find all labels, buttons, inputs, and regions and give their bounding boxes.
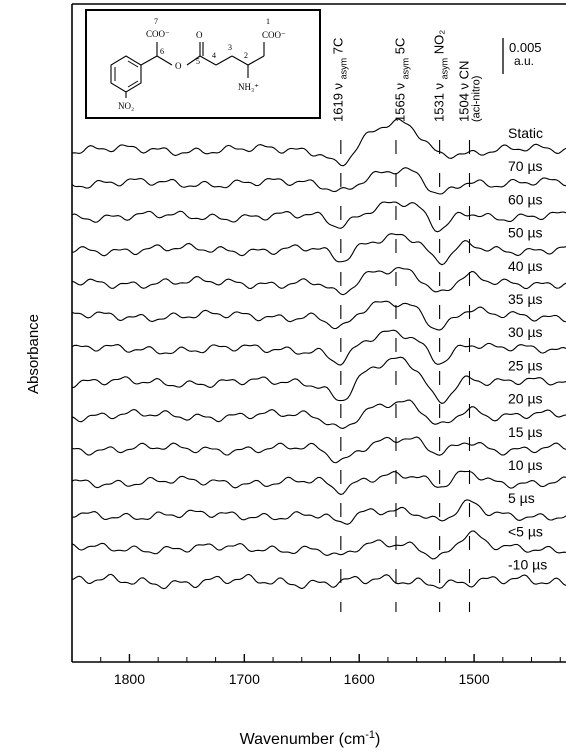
molecule-inset: 7 6 5 4 3 2 1 COO⁻ COO⁻ NO₂ NH₃⁺ O O [85, 9, 321, 119]
band-labels: 1619 ν asym 7C 1565 ν asym 5C 1531 ν asym … [330, 30, 482, 122]
atom-number-5: 5 [196, 57, 200, 66]
scale-bar-value: 0.005 [509, 40, 542, 55]
spectrum-trace [71, 470, 566, 496]
x-axis-ticks: 1800 1700 1600 1500 [100, 654, 561, 687]
x-tick-label: 1800 [114, 671, 145, 687]
x-tick-label: 1500 [459, 671, 490, 687]
trace-label: 60 µs [508, 191, 543, 207]
trace-label: <5 µs [508, 523, 543, 539]
spectrum-trace [71, 399, 566, 429]
spectrum-trace [71, 300, 566, 331]
trace-labels: Static 70 µs 60 µs 50 µs 40 µs 35 µs 30 µs 25 µ… [508, 125, 547, 573]
group-no2: NO₂ [118, 101, 134, 111]
spectrum-trace [71, 329, 566, 366]
spectrum-trace [71, 530, 566, 560]
atom-number-7: 7 [154, 17, 158, 26]
atom-number-1: 1 [266, 17, 270, 26]
spectrum-trace [71, 499, 566, 525]
trace-label: 10 µs [508, 457, 543, 473]
spectra-traces [71, 118, 566, 590]
group-nh3: NH₃⁺ [238, 82, 259, 92]
x-tick-label: 1700 [229, 671, 260, 687]
spectrum-trace [71, 167, 566, 195]
trace-label: 30 µs [508, 324, 543, 340]
trace-label: 25 µs [508, 357, 543, 373]
band-label: 1531 ν asym NO₂ [432, 30, 450, 122]
trace-label: 50 µs [508, 225, 543, 241]
atom-number-2: 2 [244, 51, 248, 60]
trace-label: 40 µs [508, 258, 543, 274]
scale-bar-unit: a.u. [514, 54, 534, 68]
band-label: 1619 ν asym 7C [330, 38, 348, 122]
spectrum-trace [71, 266, 566, 296]
spectrum-trace [71, 201, 566, 233]
spectrum-trace [71, 436, 566, 464]
inset-frame [85, 9, 321, 119]
trace-label: Static [508, 125, 543, 141]
x-tick-label: 1600 [344, 671, 375, 687]
trace-label: 35 µs [508, 291, 543, 307]
y-axis-label: Absorbance [25, 314, 42, 394]
group-carbonyl-o: O [196, 30, 203, 40]
x-axis-label: Wavenumber (cm-1) [240, 729, 381, 748]
band-label: 1504 ν CN(aci-nitro) [457, 61, 483, 122]
group-coo-right: COO⁻ [262, 30, 286, 40]
band-label: 1565 ν asym 5C [392, 38, 410, 122]
scale-bar: 0.005 a.u. [502, 38, 542, 74]
spectrum-trace [71, 356, 566, 405]
atom-number-4: 4 [212, 51, 216, 60]
group-ester-o: O [175, 61, 182, 71]
trace-label: 70 µs [508, 158, 543, 174]
trace-label: 15 µs [508, 424, 543, 440]
group-coo-top: COO⁻ [146, 29, 170, 39]
spectrum-trace [71, 118, 566, 167]
spectrum-trace [71, 233, 566, 266]
spectrum-trace [71, 573, 566, 590]
trace-label: 5 µs [508, 490, 535, 506]
atom-number-6: 6 [160, 47, 164, 56]
band-marker-lines [340, 140, 471, 612]
trace-label: -10 µs [508, 557, 547, 573]
trace-label: 20 µs [508, 391, 543, 407]
atom-number-3: 3 [228, 43, 232, 52]
